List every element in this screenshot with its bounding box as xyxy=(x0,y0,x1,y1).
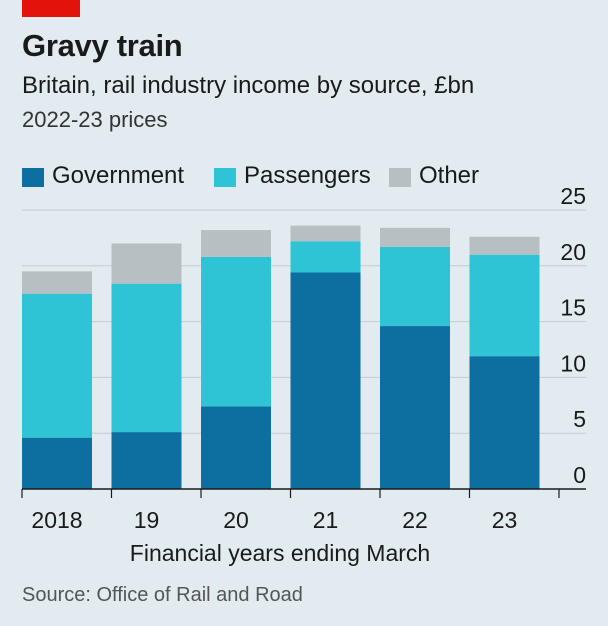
bar-other xyxy=(201,230,271,257)
bar-passengers xyxy=(469,254,540,357)
bar-other xyxy=(290,225,361,242)
bar-other xyxy=(22,271,92,294)
bar-passengers xyxy=(111,283,182,433)
x-tick-label: 23 xyxy=(492,507,518,533)
x-tick-label: 2018 xyxy=(31,507,82,533)
bar-government xyxy=(201,406,271,489)
legend-label-government: Government xyxy=(52,162,185,189)
y-tick-label: 5 xyxy=(573,406,586,432)
y-tick-label: 0 xyxy=(573,462,586,488)
chart-title: Gravy train xyxy=(22,28,183,63)
bar-government xyxy=(290,272,361,489)
bar-other xyxy=(111,243,182,284)
bar-passengers xyxy=(380,246,450,327)
bar-passengers xyxy=(290,241,361,273)
brand-tag xyxy=(22,0,80,17)
y-tick-label: 25 xyxy=(560,183,586,209)
legend-swatch-other xyxy=(389,168,411,187)
chart-note: 2022-23 prices xyxy=(22,107,168,132)
bar-government xyxy=(469,356,540,489)
x-tick-label: 20 xyxy=(223,507,249,533)
legend-label-passengers: Passengers xyxy=(244,162,371,189)
bar-government xyxy=(111,432,182,489)
bar-passengers xyxy=(201,256,271,407)
bar-other xyxy=(469,236,540,255)
legend-label-other: Other xyxy=(419,162,480,189)
y-tick-label: 20 xyxy=(560,239,586,265)
y-tick-label: 15 xyxy=(560,295,586,321)
source-note: Source: Office of Rail and Road xyxy=(22,584,303,606)
legend-swatch-government xyxy=(22,168,44,187)
legend-swatch-passengers xyxy=(214,168,236,187)
x-tick-label: 21 xyxy=(313,507,339,533)
chart-subtitle: Britain, rail industry income by source,… xyxy=(22,72,475,99)
x-axis-label-text: Financial years ending March xyxy=(129,540,431,566)
bar-government xyxy=(380,326,450,489)
bar-passengers xyxy=(22,293,92,438)
y-tick-label: 10 xyxy=(560,350,586,376)
x-axis-label: Financial years ending March xyxy=(0,540,608,567)
bar-government xyxy=(22,437,92,489)
x-tick-label: 19 xyxy=(134,507,160,533)
x-tick-label: 22 xyxy=(402,507,428,533)
bar-other xyxy=(380,227,450,247)
